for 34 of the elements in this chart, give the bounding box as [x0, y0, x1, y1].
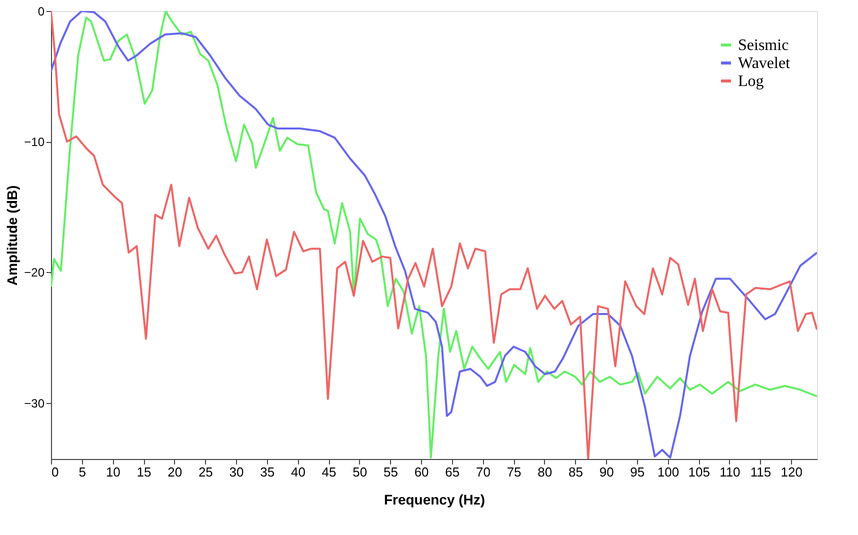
- x-tick-label: 20: [168, 464, 182, 480]
- y-tick-label: −10: [24, 135, 45, 150]
- x-tick-label: 25: [198, 464, 213, 480]
- y-tick-label: 0: [38, 4, 45, 18]
- legend-label: Log: [738, 73, 764, 90]
- x-tick-label: 85: [568, 464, 583, 480]
- x-tick-label: 50: [352, 464, 368, 480]
- x-tick-label: 120: [780, 464, 802, 480]
- x-tick-label: 55: [383, 464, 398, 480]
- x-tick-label: 90: [599, 464, 614, 480]
- x-tick-label: 45: [322, 464, 336, 480]
- x-tick-label: 60: [414, 464, 429, 480]
- x-tick-label: 15: [136, 464, 152, 480]
- x-tick-label: 75: [506, 464, 522, 480]
- legend-label: Wavelet: [738, 55, 791, 72]
- x-tick-label: 70: [476, 464, 490, 480]
- x-tick-label: 10: [106, 464, 120, 480]
- x-tick-label: 115: [750, 464, 772, 480]
- x-tick-label: 110: [720, 464, 740, 480]
- y-axis-title: Amplitude (dB): [4, 185, 20, 286]
- x-tick-label: 40: [290, 464, 306, 480]
- y-tick-label: −30: [24, 396, 45, 410]
- x-tick-label: 0: [52, 464, 59, 480]
- x-tick-label: 35: [260, 464, 275, 480]
- x-tick-label: 30: [229, 464, 244, 480]
- x-tick-label: 95: [630, 464, 645, 480]
- x-tick-label: 105: [688, 464, 710, 480]
- x-tick-label: 100: [657, 464, 680, 480]
- x-tick-label: 80: [538, 464, 552, 480]
- x-tick-label: 5: [78, 464, 86, 480]
- legend-label: Seismic: [738, 37, 789, 54]
- x-axis-title: Frequency (Hz): [384, 492, 486, 508]
- x-tick-label: 65: [445, 464, 460, 480]
- y-tick-label: −20: [24, 266, 45, 280]
